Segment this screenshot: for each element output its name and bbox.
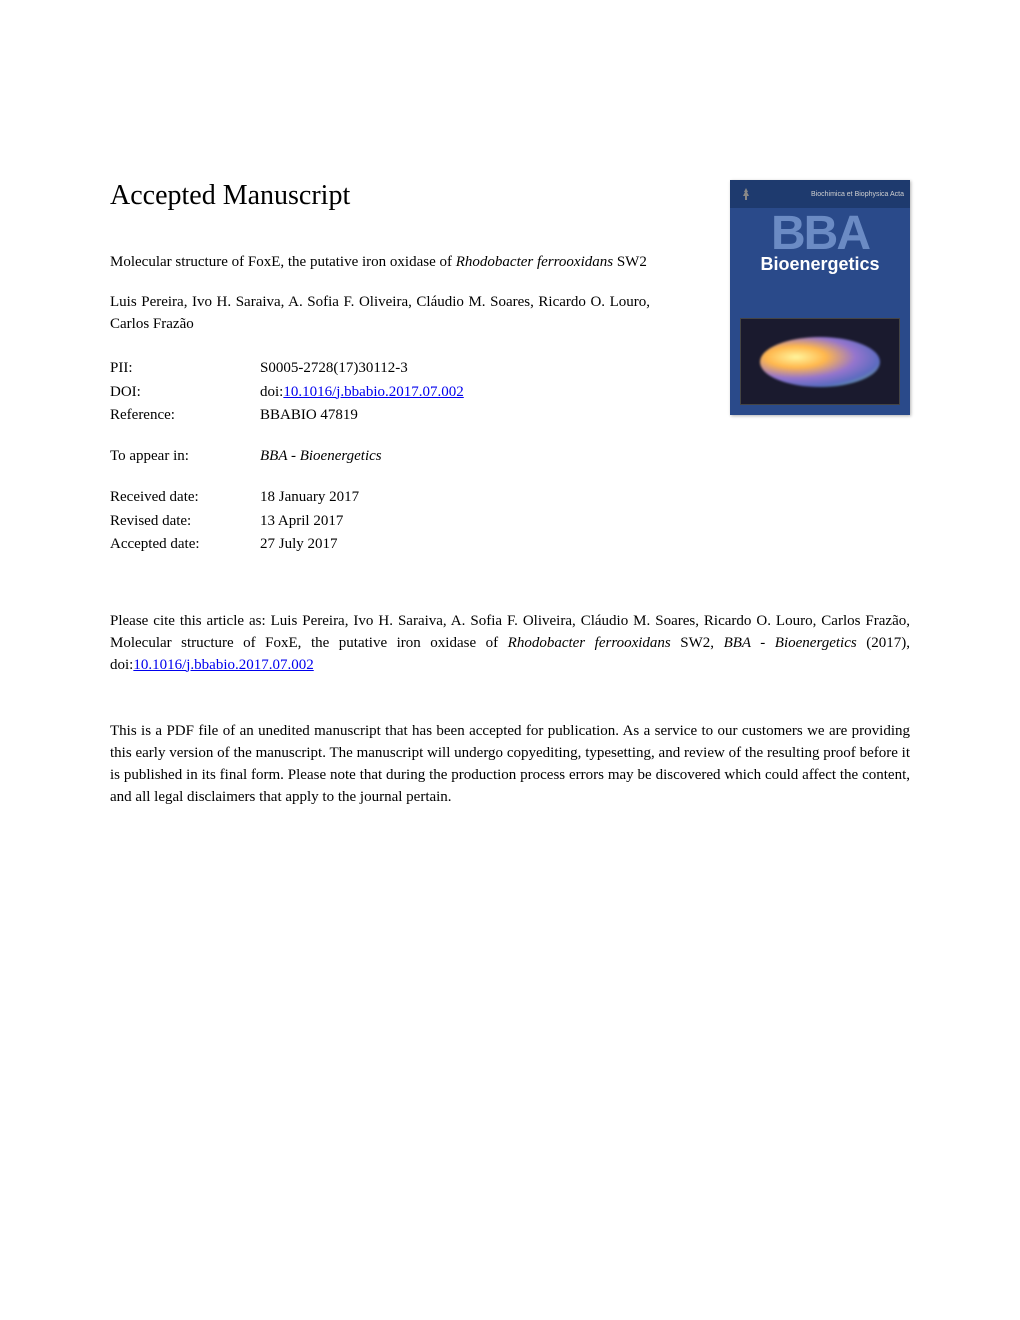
appear-label: To appear in: <box>110 445 260 468</box>
title-post: SW2 <box>613 254 647 270</box>
authors-list: Luis Pereira, Ivo H. Saraiva, A. Sofia F… <box>110 292 650 336</box>
citation-block: Please cite this article as: Luis Pereir… <box>110 611 910 676</box>
cite-journal: BBA - Bioenergetics <box>724 635 857 651</box>
accepted-row: Accepted date: 27 July 2017 <box>110 533 910 556</box>
title-pre: Molecular structure of FoxE, the putativ… <box>110 254 456 270</box>
accepted-value: 27 July 2017 <box>260 533 338 556</box>
title-species: Rhodobacter ferrooxidans <box>456 254 613 270</box>
dates-table: Received date: 18 January 2017 Revised d… <box>110 486 910 556</box>
cite-species: Rhodobacter ferrooxidans <box>508 635 671 651</box>
doi-prefix: doi: <box>260 384 283 400</box>
article-title: Molecular structure of FoxE, the putativ… <box>110 252 650 274</box>
disclaimer-text: This is a PDF file of an unedited manusc… <box>110 721 910 808</box>
cite-mid: SW2, <box>671 635 724 651</box>
cover-image <box>740 318 900 405</box>
elsevier-tree-icon <box>738 186 754 202</box>
pii-value: S0005-2728(17)30112-3 <box>260 357 408 380</box>
accepted-label: Accepted date: <box>110 533 260 556</box>
revised-row: Revised date: 13 April 2017 <box>110 510 910 533</box>
received-row: Received date: 18 January 2017 <box>110 486 910 509</box>
reference-value: BBABIO 47819 <box>260 404 358 427</box>
page-container: Biochimica et Biophysica Acta BBA Bioene… <box>0 0 1020 808</box>
revised-value: 13 April 2017 <box>260 510 343 533</box>
journal-cover: Biochimica et Biophysica Acta BBA Bioene… <box>730 180 910 415</box>
doi-value: doi:10.1016/j.bbabio.2017.07.002 <box>260 381 464 404</box>
cover-bba-text: BBA <box>730 210 910 258</box>
doi-link[interactable]: 10.1016/j.bbabio.2017.07.002 <box>283 384 463 400</box>
received-value: 18 January 2017 <box>260 486 359 509</box>
cite-doi-link[interactable]: 10.1016/j.bbabio.2017.07.002 <box>133 657 313 673</box>
reference-label: Reference: <box>110 404 260 427</box>
doi-label: DOI: <box>110 381 260 404</box>
cover-header: Biochimica et Biophysica Acta <box>730 180 910 208</box>
appear-value: BBA - Bioenergetics <box>260 445 382 468</box>
cover-top-text: Biochimica et Biophysica Acta <box>811 191 904 198</box>
revised-label: Revised date: <box>110 510 260 533</box>
received-label: Received date: <box>110 486 260 509</box>
cover-subtitle: Bioenergetics <box>730 254 910 275</box>
cover-protein-graphic <box>760 337 880 387</box>
pii-label: PII: <box>110 357 260 380</box>
appear-in-row: To appear in: BBA - Bioenergetics <box>110 445 910 468</box>
